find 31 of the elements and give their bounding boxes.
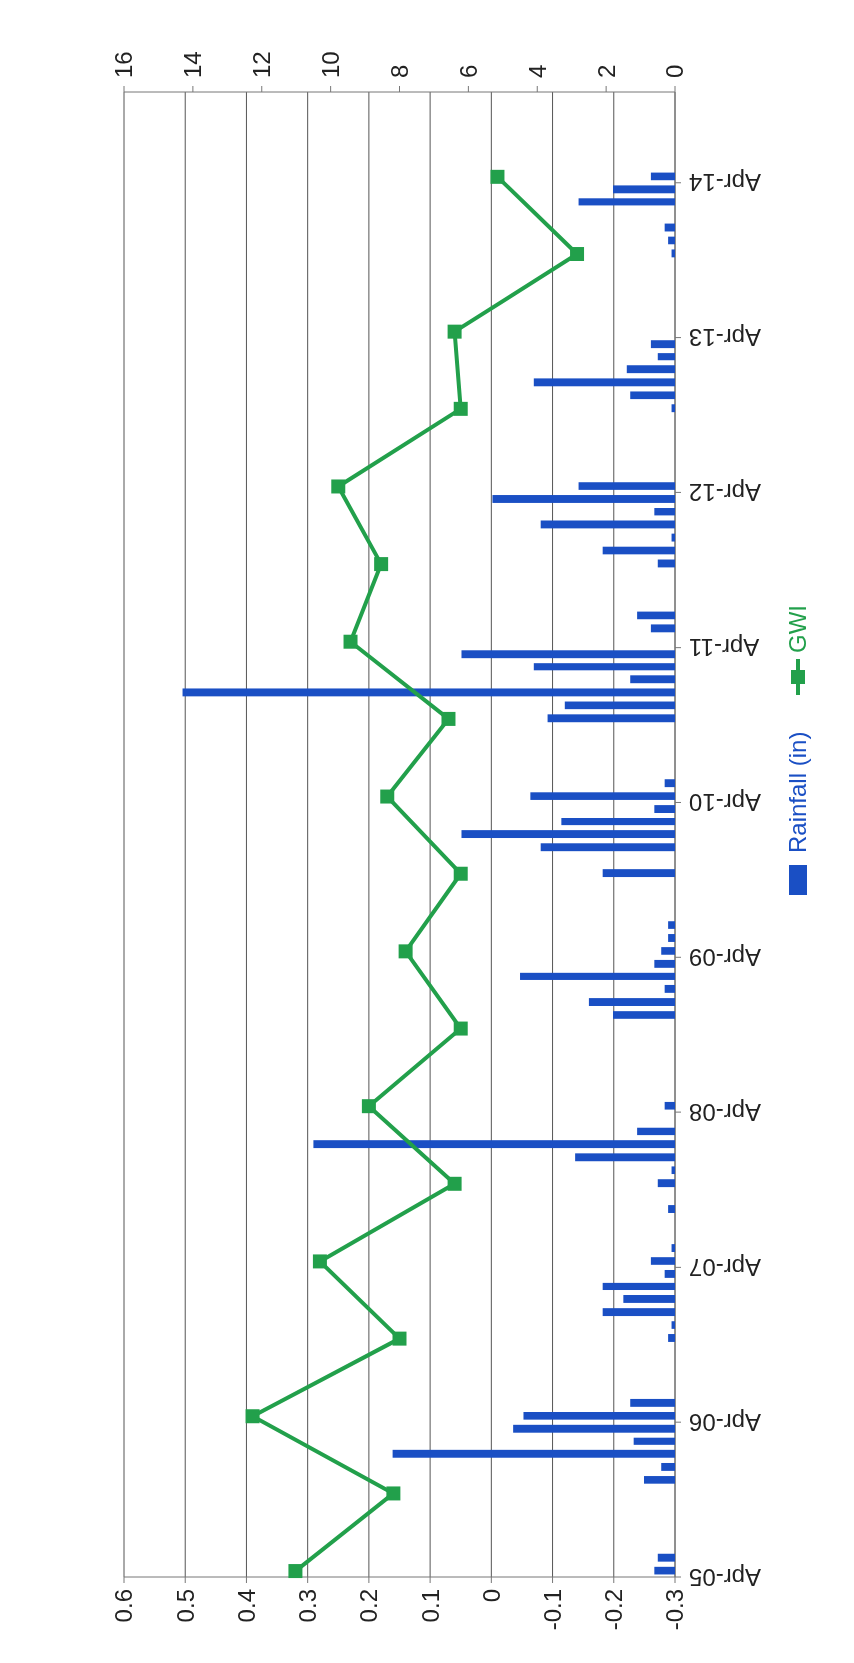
x2-tick-label: 6	[454, 64, 482, 78]
x-tick-label: 0.2	[355, 1589, 383, 1623]
y-tick-label: Apr-11	[689, 634, 760, 662]
x-tick-label: -0.2	[600, 1589, 628, 1631]
y-tick-label: Apr-10	[689, 789, 762, 817]
y-tick-label: Apr-12	[689, 479, 762, 507]
x-tick-label: 0.3	[294, 1589, 322, 1623]
y-tick-label: Apr-14	[689, 169, 762, 197]
x2-tick-label: 2	[592, 64, 620, 78]
x2-tick-label: 14	[179, 51, 207, 78]
x-tick-label: 0.4	[232, 1589, 260, 1623]
x2-tick-label: 0	[661, 64, 689, 78]
text: Rainfall (in)	[784, 731, 812, 853]
y-tick-label: Apr-07	[689, 1253, 762, 1281]
text: GWI	[784, 605, 812, 653]
y-tick-label: Apr-05	[689, 1563, 762, 1591]
x2-tick-label: 16	[110, 51, 138, 78]
x-tick-label: -0.3	[661, 1589, 689, 1631]
y-tick-label: Apr-06	[689, 1408, 762, 1436]
y-tick-label: Apr-13	[689, 324, 762, 352]
x2-tick-label: 10	[317, 51, 345, 78]
x-tick-label: -0.1	[538, 1589, 566, 1631]
x2-tick-label: 4	[523, 64, 551, 78]
x-tick-label: 0	[477, 1589, 505, 1603]
x-tick-label: 0.1	[416, 1589, 444, 1623]
y-tick-label: Apr-08	[689, 1098, 762, 1126]
y-tick-label: Apr-09	[689, 943, 762, 971]
x2-tick-label: 8	[385, 64, 413, 78]
x-tick-label: 0.5	[171, 1589, 199, 1623]
x2-tick-label: 12	[248, 51, 276, 78]
x-tick-label: 0.6	[110, 1589, 138, 1623]
